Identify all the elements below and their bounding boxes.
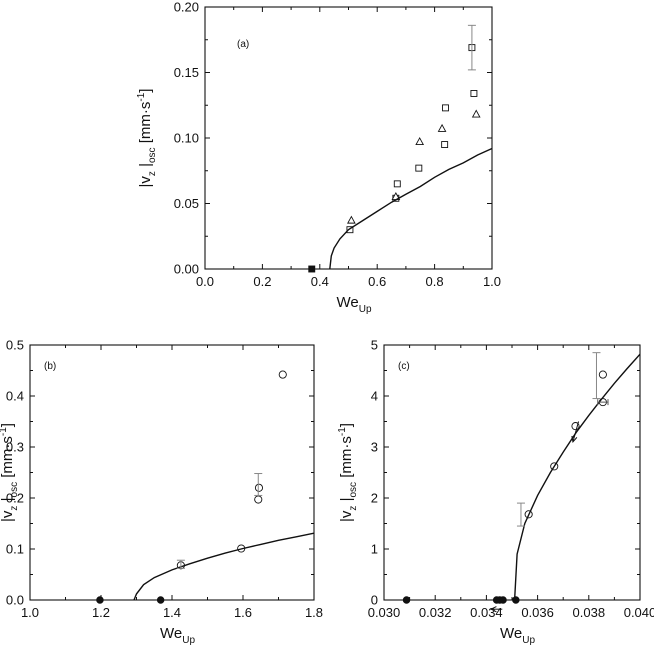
circle-point — [254, 483, 264, 492]
circle-point — [278, 370, 287, 379]
circle-point — [598, 370, 607, 379]
filled-square-point — [308, 265, 316, 273]
x-tick-label: 0.030 — [368, 605, 401, 620]
square-point — [470, 90, 478, 97]
square-point — [441, 141, 449, 149]
x-tick-label: 0.032 — [419, 605, 452, 620]
triangle-point — [437, 123, 447, 132]
x-tick-label: 0.4 — [311, 274, 329, 289]
y-tick-label: 0.15 — [174, 65, 199, 80]
filled-circle-point — [402, 596, 411, 604]
y-tick-label: 0.4 — [6, 389, 24, 404]
x-tick-label: 0.2 — [253, 274, 271, 289]
panel-b: 1.0 1.2 1.4 1.6 1.8 0.0 0.1 0.2 0.3 0.4 0.5 (b) WeUp… — [0, 338, 323, 647]
filled-circle-point — [512, 596, 520, 604]
y-tick-label: 4 — [371, 389, 378, 404]
x-axis-label: WeUp — [500, 625, 535, 646]
y-tick-label: 3 — [371, 440, 378, 455]
x-tick-label: 0.8 — [426, 274, 444, 289]
x-tick-label: 1.2 — [92, 605, 110, 620]
y-tick-label: 0.5 — [6, 338, 24, 353]
y-tick-label: 0.1 — [6, 542, 24, 557]
y-tick-label: 5 — [371, 338, 378, 353]
x-tick-label: 1.4 — [163, 605, 181, 620]
fit-curve — [513, 353, 640, 600]
panel-label: (b) — [44, 361, 56, 372]
y-tick-label: 0.2 — [6, 491, 24, 506]
square-point — [415, 164, 423, 172]
y-tick-label: 0.20 — [174, 0, 199, 15]
y-axis-label: |vz |osc [mm·s-1] — [0, 423, 20, 522]
arrow-shaft — [572, 421, 580, 443]
plot-frame — [29, 344, 315, 601]
x-tick-label: 0.0 — [196, 274, 214, 289]
y-tick-label: 0.00 — [174, 262, 199, 277]
y-tick-label: 2 — [371, 491, 378, 506]
panel-label: (c) — [398, 361, 410, 372]
triangle-point — [471, 109, 481, 118]
x-tick-label: 0.038 — [573, 605, 606, 620]
arrow-head — [489, 606, 497, 613]
x-axis-label: WeUp — [160, 625, 195, 646]
y-tick-label: 0.10 — [174, 131, 199, 146]
square-point — [393, 180, 401, 188]
arrow-head — [571, 435, 578, 444]
y-tick-label: 0.05 — [174, 196, 199, 211]
fit-curve — [133, 532, 314, 600]
x-tick-label: 0.034 — [470, 605, 503, 620]
filled-circle-point — [499, 596, 507, 604]
y-tick-label: 1 — [371, 542, 378, 557]
panel-label: (a) — [237, 39, 249, 50]
x-axis-label: WeUp — [337, 294, 372, 315]
y-tick-label: 0.0 — [6, 593, 24, 608]
square-point — [442, 104, 449, 112]
y-tick-label: 0.3 — [6, 440, 24, 455]
x-tick-label: 1.8 — [305, 605, 323, 620]
triangle-point — [347, 215, 356, 224]
filled-circle-point — [156, 596, 165, 604]
x-tick-label: 1.0 — [483, 274, 501, 289]
y-axis-label: |vz |osc [mm·s-1] — [337, 423, 359, 522]
x-tick-label: 0.040 — [624, 605, 654, 620]
x-tick-label: 0.6 — [368, 274, 386, 289]
filled-circle-point — [96, 596, 104, 604]
x-tick-label: 1.0 — [21, 605, 39, 620]
square-point — [346, 226, 354, 234]
x-tick-label: 1.6 — [234, 605, 252, 620]
circle-point — [254, 495, 263, 504]
plot-frame — [383, 344, 641, 601]
triangle-point — [415, 136, 425, 145]
y-axis-label: |vz |osc [mm·s-1] — [136, 89, 158, 188]
y-tick-label: 0 — [371, 593, 378, 608]
x-tick-label: 0.036 — [521, 605, 554, 620]
panel-c: 0.030 0.032 0.034 0.036 0.038 0.040 0 1 2 3 4 5 (c) W… — [337, 338, 654, 647]
fit-curve — [329, 147, 492, 269]
panel-a: 0.0 0.2 0.4 0.6 0.8 1.0 0.00 0.05 0.10 0.15 0.20 (a… — [136, 0, 501, 315]
